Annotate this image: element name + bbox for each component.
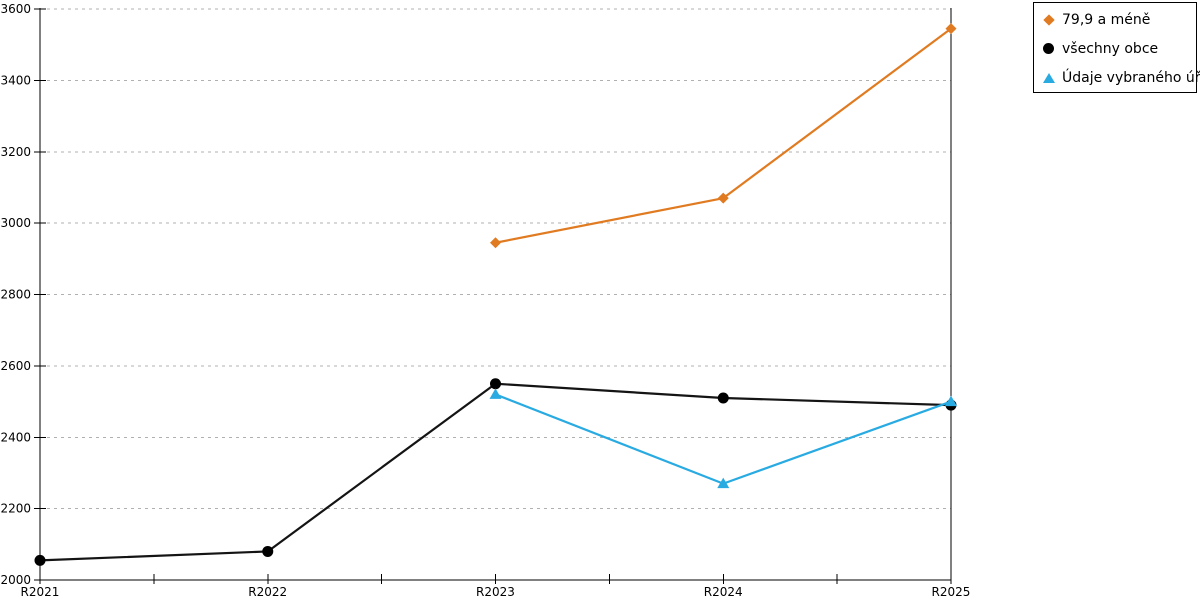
- triangle-marker-icon: [489, 388, 502, 399]
- circle-marker-icon: [490, 378, 501, 390]
- triangle-marker-icon: [945, 395, 957, 407]
- legend-item-series-0: 79,9 a méně: [1042, 5, 1196, 34]
- diamond-marker-icon: [717, 192, 729, 204]
- series-line-0: [494, 27, 953, 244]
- legend: 79,9 a méně všechny obce Údaje vybraného…: [1033, 2, 1200, 93]
- y-tick-label: 3600: [0, 2, 31, 16]
- circle-marker-icon: [262, 545, 274, 557]
- diamond-marker-icon: [1042, 13, 1055, 26]
- triangle-marker-icon: [717, 477, 730, 489]
- circle-marker-icon: [34, 554, 46, 566]
- series-line-1: [38, 382, 953, 562]
- series-line-2: [494, 393, 953, 485]
- legend-label: všechny obce: [1062, 40, 1159, 57]
- y-tick-label: 2600: [0, 359, 31, 373]
- y-tick-label: 2800: [0, 288, 31, 302]
- y-tick-label: 3400: [0, 73, 31, 87]
- diamond-marker-icon: [490, 237, 501, 249]
- legend-label: Údaje vybraného úřadu: [1062, 69, 1200, 86]
- y-tick-label: 2200: [0, 502, 31, 516]
- diamond-marker-icon: [945, 23, 957, 35]
- circle-marker-icon: [717, 392, 729, 404]
- y-tick-label: 3000: [0, 216, 31, 230]
- legend-item-series-2: Údaje vybraného úřadu: [1042, 63, 1200, 92]
- y-tick-label: 2000: [0, 573, 31, 587]
- y-tick-label: 2400: [0, 430, 31, 444]
- x-tick-label: R2024: [704, 585, 743, 599]
- y-tick-label: 3200: [0, 145, 31, 159]
- x-tick-label: R2021: [21, 585, 60, 599]
- legend-item-series-1: všechny obce: [1042, 34, 1196, 63]
- x-tick-label: R2023: [476, 585, 515, 599]
- x-tick-label: R2022: [248, 585, 287, 599]
- triangle-marker-icon: [1042, 72, 1055, 83]
- circle-marker-icon: [1043, 43, 1054, 54]
- x-tick-label: R2025: [932, 585, 971, 599]
- legend-label: 79,9 a méně: [1062, 11, 1151, 28]
